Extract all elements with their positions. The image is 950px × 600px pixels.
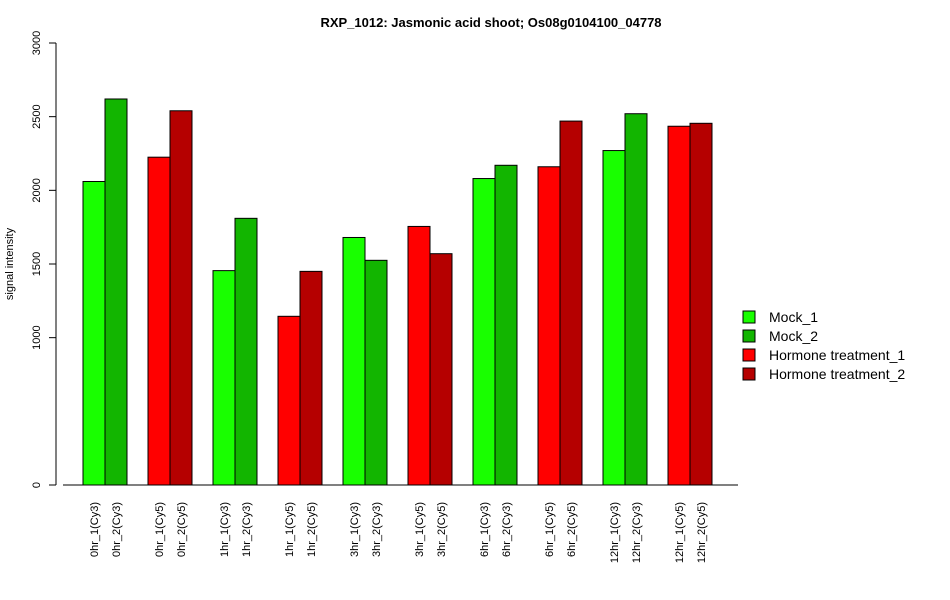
x-tick-label: 6hr_1(Cy3) [479,502,491,557]
bar [212,270,236,486]
bar [299,270,323,486]
bar [234,217,258,486]
x-tick-label: 6hr_1(Cy5) [544,502,556,557]
bar [104,98,128,486]
x-tick-label: 3hr_1(Cy3) [349,502,361,557]
x-tick-label: 3hr_1(Cy5) [414,502,426,557]
legend-swatch [742,367,756,381]
x-tick-label: 0hr_1(Cy5) [154,502,166,557]
y-axis-label: signal intensity [4,227,16,300]
y-tick-label: 2500 [31,104,43,128]
bar [342,236,366,486]
legend-label: Mock_1 [769,309,818,325]
bar [147,156,171,486]
x-tick-labels: 0hr_1(Cy3) 0hr_2(Cy3) 0hr_1(Cy5) 0hr_2(Cy5)… [89,502,708,563]
y-tick-label: 3000 [31,31,43,55]
x-tick-label: 6hr_2(Cy3) [501,502,513,557]
bar [537,166,561,486]
x-tick-label: 1hr_1(Cy5) [284,502,296,557]
legend-swatch [742,310,756,324]
legend-swatch [742,348,756,362]
y-axis: 0 1000 1500 2000 2500 3000 [31,31,57,488]
x-tick-label: 12hr_2(Cy5) [696,502,708,563]
bar [667,125,691,486]
bar [689,122,713,486]
bar [82,180,106,486]
y-tick-label: 0 [31,482,43,488]
x-tick-label: 6hr_2(Cy5) [566,502,578,557]
bar [472,178,496,486]
y-tick-label: 2000 [31,178,43,202]
bar [277,315,301,486]
x-tick-label: 1hr_2(Cy3) [241,502,253,557]
x-tick-label: 3hr_2(Cy3) [371,502,383,557]
legend-swatch [742,329,756,343]
x-tick-label: 3hr_2(Cy5) [436,502,448,557]
x-tick-label: 0hr_1(Cy3) [89,502,101,557]
bar [429,253,453,486]
bar [559,120,583,486]
y-tick-label: 1000 [31,325,43,349]
legend-label: Mock_2 [769,328,818,344]
legend: Mock_1 Mock_2 Hormone treatment_1 Hormone t… [742,309,905,382]
x-tick-label: 12hr_1(Cy3) [609,502,621,563]
y-tick-label: 1500 [31,252,43,276]
bar [602,150,626,486]
x-tick-label: 12hr_1(Cy5) [674,502,686,563]
bar [494,164,518,486]
x-tick-label: 0hr_2(Cy3) [111,502,123,557]
bars-group [82,98,713,486]
x-tick-label: 12hr_2(Cy3) [631,502,643,563]
x-tick-label: 1hr_1(Cy3) [219,502,231,557]
legend-label: Hormone treatment_2 [769,366,905,382]
x-tick-label: 0hr_2(Cy5) [176,502,188,557]
chart-title: RXP_1012: Jasmonic acid shoot; Os08g0104… [320,15,661,30]
legend-label: Hormone treatment_1 [769,347,905,363]
bar [364,259,388,486]
x-tick-label: 1hr_2(Cy5) [306,502,318,557]
bar [624,113,648,486]
bar [169,110,193,486]
bar [407,225,431,486]
